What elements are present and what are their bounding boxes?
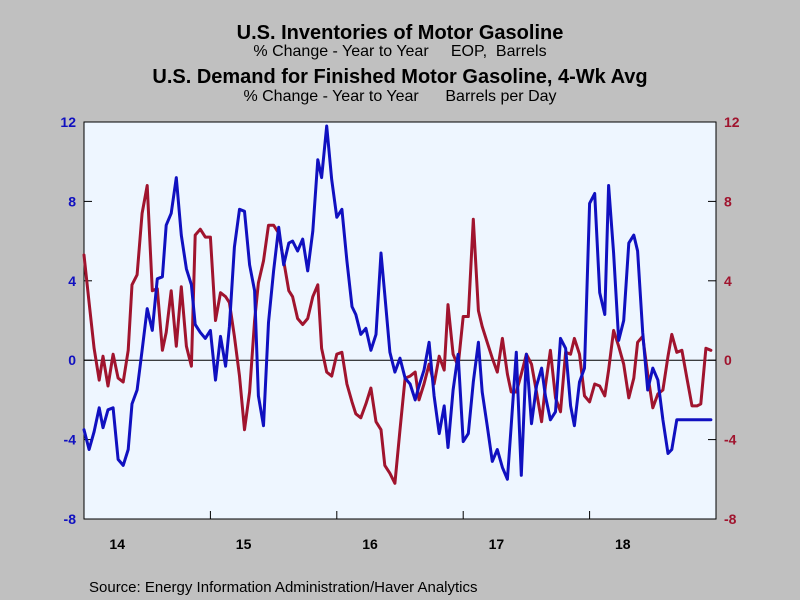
x-tick-label: 18	[615, 536, 631, 552]
inventories-subtitle: % Change - Year to Year EOP, Barrels	[253, 43, 546, 60]
right-tick-label: 8	[724, 193, 732, 209]
right-tick-label: -4	[724, 432, 737, 448]
demand-title: U.S. Demand for Finished Motor Gasoline,…	[152, 66, 647, 88]
right-y-axis: -8 -4 0 4 8 12	[708, 114, 740, 527]
left-tick-label: -8	[64, 511, 77, 527]
left-tick-label: 4	[68, 273, 76, 289]
x-axis: 14 15 16 17 18	[83, 511, 717, 552]
left-tick-label: 0	[68, 352, 76, 368]
right-tick-label: -8	[724, 511, 737, 527]
left-tick-label: -4	[64, 432, 77, 448]
left-tick-label: 8	[68, 193, 76, 209]
x-tick-label: 14	[109, 536, 125, 552]
plot-area	[83, 121, 717, 520]
x-tick-label: 16	[362, 536, 378, 552]
inventories-title: U.S. Inventories of Motor Gasoline	[237, 22, 564, 44]
x-tick-label: 17	[489, 536, 505, 552]
right-tick-label: 4	[724, 273, 732, 289]
right-tick-label: 12	[724, 114, 740, 130]
right-tick-label: 0	[724, 352, 732, 368]
demand-subtitle: % Change - Year to Year Barrels per Day	[243, 88, 556, 105]
series-group	[82, 124, 713, 485]
inventories-series-line	[82, 124, 713, 481]
left-tick-label: 12	[60, 114, 76, 130]
demand-series-line	[82, 184, 713, 485]
x-tick-label: 15	[236, 536, 252, 552]
source-note: Source: Energy Information Administratio…	[89, 579, 478, 596]
